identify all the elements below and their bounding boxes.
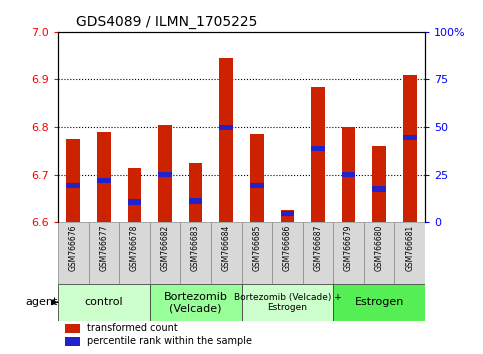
Text: GSM766678: GSM766678 [130, 225, 139, 271]
Text: GSM766685: GSM766685 [252, 225, 261, 271]
Bar [403, 135, 417, 140]
Bar [66, 139, 80, 222]
Bar [303, 222, 333, 284]
Bar [128, 199, 142, 205]
Bar [180, 222, 211, 284]
Bar [158, 172, 172, 177]
Bar [333, 222, 364, 284]
Text: agent: agent [25, 297, 57, 307]
Text: GSM766680: GSM766680 [375, 225, 384, 271]
Bar [128, 167, 142, 222]
Text: GSM766687: GSM766687 [313, 225, 323, 271]
Bar [150, 284, 242, 321]
Bar [403, 75, 417, 222]
Text: Bortezomib (Velcade) +
Estrogen: Bortezomib (Velcade) + Estrogen [233, 293, 341, 312]
Bar [364, 222, 395, 284]
Text: GSM766679: GSM766679 [344, 225, 353, 272]
Bar [372, 146, 386, 222]
Text: GDS4089 / ILMN_1705225: GDS4089 / ILMN_1705225 [76, 16, 258, 29]
Bar [211, 222, 242, 284]
Text: GSM766686: GSM766686 [283, 225, 292, 271]
Text: GSM766682: GSM766682 [160, 225, 170, 271]
Bar [395, 222, 425, 284]
Text: GSM766676: GSM766676 [69, 225, 78, 272]
Bar [281, 211, 294, 216]
Bar [333, 284, 425, 321]
Bar [65, 324, 80, 333]
Text: transformed count: transformed count [87, 323, 178, 333]
Bar [281, 211, 294, 222]
Bar [189, 198, 202, 204]
Text: percentile rank within the sample: percentile rank within the sample [87, 336, 252, 346]
Bar [242, 284, 333, 321]
Text: GSM766684: GSM766684 [222, 225, 231, 271]
Bar [341, 172, 355, 177]
Bar [66, 183, 80, 188]
Text: GSM766677: GSM766677 [99, 225, 108, 272]
Bar [341, 127, 355, 222]
Bar [58, 284, 150, 321]
Bar [250, 134, 264, 222]
Bar [311, 146, 325, 151]
Bar [219, 58, 233, 222]
Bar [250, 183, 264, 188]
Bar [219, 125, 233, 130]
Bar [150, 222, 180, 284]
Text: GSM766683: GSM766683 [191, 225, 200, 271]
Bar [311, 87, 325, 222]
Text: control: control [85, 297, 123, 307]
Bar [97, 178, 111, 183]
Bar [158, 125, 172, 222]
Text: GSM766681: GSM766681 [405, 225, 414, 271]
Bar [272, 222, 303, 284]
Bar [97, 132, 111, 222]
Bar [119, 222, 150, 284]
Bar [65, 337, 80, 346]
Bar [88, 222, 119, 284]
Text: Bortezomib
(Velcade): Bortezomib (Velcade) [164, 292, 227, 313]
Bar [58, 222, 88, 284]
Text: Estrogen: Estrogen [355, 297, 404, 307]
Bar [189, 163, 202, 222]
Bar [372, 187, 386, 192]
Bar [242, 222, 272, 284]
